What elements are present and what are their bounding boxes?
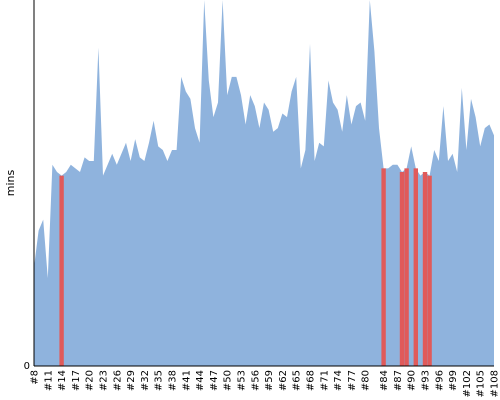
- x-tick-label: #77: [347, 370, 358, 391]
- x-tick-label: #35: [154, 370, 165, 391]
- plot-area: [34, 0, 494, 366]
- x-tick-label: #32: [140, 370, 151, 391]
- x-tick-label: #93: [421, 370, 432, 391]
- x-tick-label: #68: [306, 370, 317, 391]
- x-tick-label: #56: [250, 370, 261, 391]
- x-tick-label: #14: [57, 370, 68, 391]
- highlight-bar: [381, 168, 386, 366]
- highlight-bar: [427, 175, 432, 366]
- highlight-bar: [404, 168, 409, 366]
- x-tick-label: #29: [126, 370, 137, 391]
- x-tick-label: #23: [99, 370, 110, 391]
- x-tick-label: #20: [85, 370, 96, 391]
- series-area: [34, 0, 494, 366]
- x-tick-label: #74: [333, 370, 344, 391]
- x-tick-label: #84: [379, 370, 390, 391]
- x-tick-label: #53: [237, 370, 248, 391]
- x-tick-label: #102: [462, 370, 473, 397]
- x-tick-label: #38: [168, 370, 179, 391]
- x-tick-labels: #8 #11 #14 #17 #20 #23 #26 #29 #32 #35 #38 #41 #44 #4…: [30, 370, 500, 397]
- y-axis-title: mins: [4, 169, 17, 196]
- x-tick-label: #8: [30, 370, 41, 385]
- highlight-bar: [59, 175, 64, 366]
- x-tick-label: #44: [195, 370, 206, 391]
- x-tick-label: #17: [71, 370, 82, 391]
- x-tick-label: #26: [112, 370, 123, 391]
- x-tick-label: #65: [292, 370, 303, 391]
- x-tick-label: #105: [476, 370, 487, 397]
- x-tick-label: #11: [43, 370, 54, 391]
- highlight-bar: [399, 172, 405, 366]
- x-tick-label: #59: [264, 370, 275, 391]
- x-tick-label: #71: [319, 370, 330, 391]
- y-tick-label: 0: [24, 361, 30, 372]
- highlight-bar: [413, 168, 418, 366]
- x-tick-label: #90: [407, 370, 418, 391]
- highlight-bar: [422, 172, 428, 366]
- x-tick-label: #50: [223, 370, 234, 391]
- x-tick-label: #96: [434, 370, 445, 391]
- x-tick-label: #47: [209, 370, 220, 391]
- x-tick-label: #87: [393, 370, 404, 391]
- x-tick-label: #62: [278, 370, 289, 391]
- x-tick-label: #108: [490, 370, 500, 397]
- x-tick-label: #41: [181, 370, 192, 391]
- x-tick-label: #99: [448, 370, 459, 391]
- highlight-bars: [59, 168, 432, 366]
- x-tick-label: #80: [361, 370, 372, 391]
